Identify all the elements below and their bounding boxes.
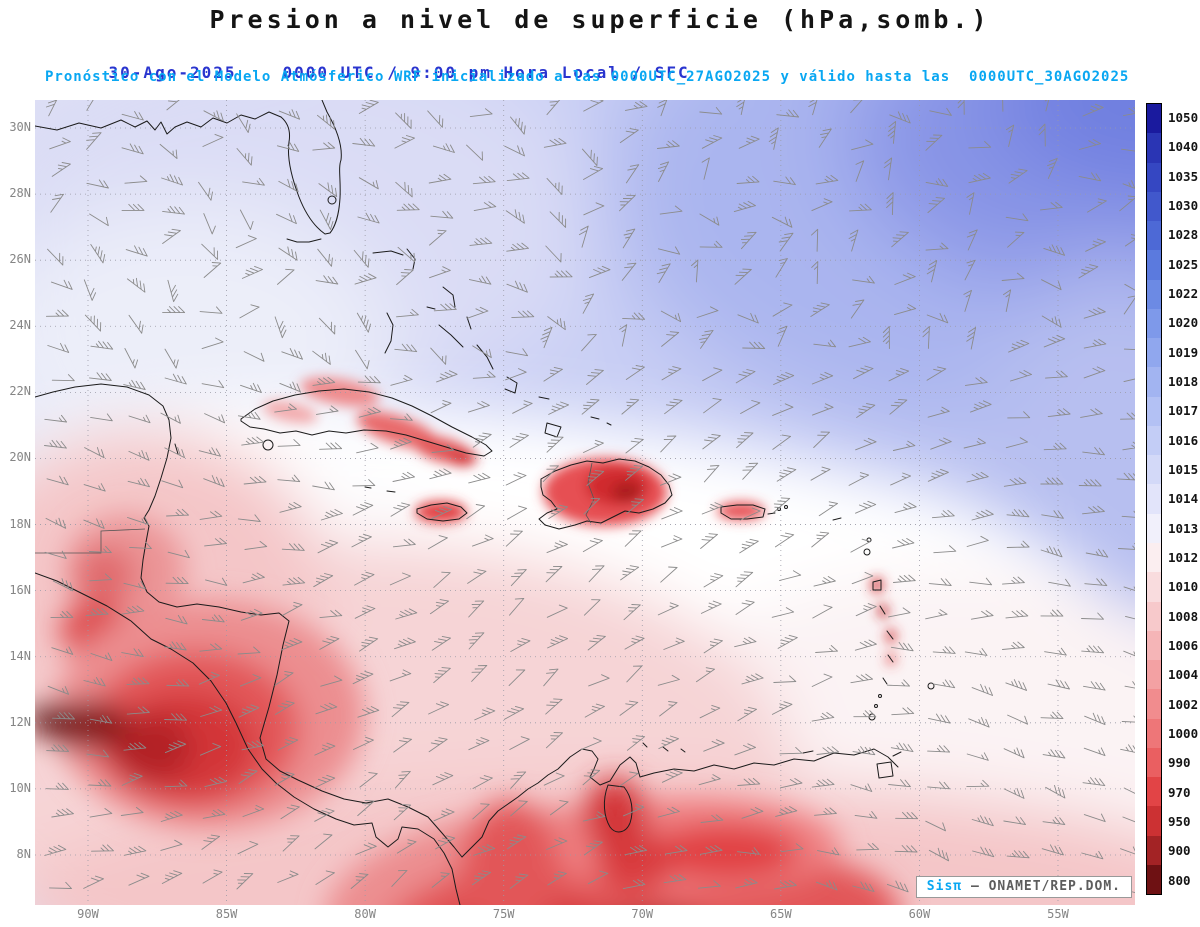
- lon-label: 90W: [77, 907, 99, 921]
- colorbar-cell-1019: [1147, 338, 1161, 368]
- lon-label: 65W: [770, 907, 792, 921]
- lat-label: 18N: [9, 516, 31, 531]
- colorbar-cell-900: [1147, 835, 1161, 865]
- colorbar-cell-950: [1147, 806, 1161, 836]
- colorbar-label: 1040: [1168, 139, 1199, 155]
- lat-label: 28N: [9, 186, 31, 201]
- forecast-description: Pronóstico con el Modelo Atmósferico WRF…: [45, 69, 1130, 85]
- colorbar-cell-800: [1147, 864, 1161, 895]
- valid-datetime-line: 30-Ago-2025 0000 UTC / 9:00 pm Hora Local…: [62, 44, 690, 101]
- colorbar-cell-1002: [1147, 689, 1161, 719]
- colorbar-label: 1025: [1168, 256, 1199, 272]
- lon-label: 80W: [354, 907, 376, 921]
- lon-label: 85W: [215, 907, 238, 921]
- colorbar-cell-1014: [1147, 484, 1161, 514]
- colorbar-label: 1006: [1168, 638, 1199, 654]
- colorbar-cell-990: [1147, 747, 1161, 778]
- pressure-field: [35, 100, 1135, 905]
- lon-label: 75W: [492, 907, 515, 921]
- colorbar-cell-1010: [1147, 572, 1161, 602]
- colorbar-label: 1028: [1168, 227, 1199, 243]
- colorbar-cell-1018: [1147, 367, 1161, 397]
- colorbar-swatches: [1146, 103, 1162, 895]
- colorbar-label: 970: [1168, 784, 1191, 800]
- pressure-map: [35, 100, 1135, 905]
- colorbar-label: 1012: [1168, 550, 1199, 566]
- graticule-grid: [35, 100, 1135, 905]
- colorbar-label: 1016: [1168, 432, 1199, 448]
- colorbar-label: 1004: [1168, 667, 1199, 683]
- colorbar-label: 1000: [1168, 726, 1199, 742]
- colorbar-cell-1004: [1147, 660, 1161, 690]
- lat-label: 14N: [9, 648, 31, 663]
- colorbar-label: 1002: [1168, 696, 1199, 712]
- lat-label: 16N: [9, 582, 31, 597]
- lat-label: 30N: [9, 120, 31, 134]
- lat-label: 24N: [9, 318, 31, 333]
- lon-label: 60W: [908, 907, 931, 921]
- colorbar-cell-1022: [1147, 279, 1161, 309]
- watermark-brand: Sisπ: [926, 879, 963, 894]
- colorbar-cell-1040: [1147, 133, 1161, 163]
- coastlines-layer: [35, 100, 935, 905]
- colorbar-label: 990: [1168, 755, 1191, 771]
- colorbar-cell-1050: [1147, 104, 1161, 134]
- colorbar-label: 1010: [1168, 579, 1199, 595]
- colorbar-label: 1008: [1168, 608, 1199, 624]
- colorbar-label: 800: [1168, 872, 1191, 888]
- page-title: Presion a nivel de superficie (hPa,somb.…: [209, 5, 991, 34]
- colorbar-label: 1035: [1168, 168, 1199, 184]
- colorbar-label: 1019: [1168, 344, 1199, 360]
- colorbar-cell-1020: [1147, 308, 1161, 339]
- colorbar-cell-1015: [1147, 455, 1161, 485]
- colorbar-label: 1015: [1168, 462, 1199, 478]
- colorbar-label: 1014: [1168, 491, 1199, 507]
- colorbar-cell-1013: [1147, 513, 1161, 543]
- lat-label: 26N: [9, 252, 31, 267]
- lon-label: 55W: [1047, 907, 1069, 921]
- colorbar-label: 1030: [1168, 198, 1199, 214]
- colorbar-label: 1022: [1168, 286, 1199, 302]
- colorbar-label: 1050: [1168, 110, 1199, 126]
- watermark: Sisπ — ONAMET/REP.DOM.: [915, 876, 1132, 898]
- colorbar-values: 1050 1040 1035 1030 1028 1025 1022 1020 1019 1018…: [1168, 103, 1198, 895]
- colorbar-cell-1000: [1147, 718, 1161, 748]
- colorbar-cell-1028: [1147, 221, 1161, 251]
- map-area: Sisπ — ONAMET/REP.DOM.: [35, 100, 1135, 905]
- colorbar-cell-1025: [1147, 250, 1161, 280]
- colorbar-label: 900: [1168, 843, 1191, 859]
- colorbar-cell-1035: [1147, 162, 1161, 192]
- valid-time: 0000 UTC / 9:00 pm Hora Local / SFC: [282, 63, 690, 82]
- pressure-colorbar: 1050 1040 1035 1030 1028 1025 1022 1020 1019 1018…: [1146, 103, 1198, 895]
- colorbar-label: 1017: [1168, 403, 1199, 419]
- colorbar-cell-1016: [1147, 425, 1161, 456]
- lat-label: 20N: [9, 450, 31, 465]
- colorbar-label: 950: [1168, 814, 1191, 830]
- colorbar-cell-970: [1147, 777, 1161, 807]
- colorbar-cell-1030: [1147, 191, 1161, 222]
- lon-label: 70W: [631, 907, 654, 921]
- valid-date: 30-Ago-2025: [108, 63, 237, 82]
- wind-barbs-layer: [44, 100, 1135, 895]
- colorbar-label: 1018: [1168, 374, 1199, 390]
- watermark-credit: — ONAMET/REP.DOM.: [970, 879, 1121, 894]
- lat-label: 10N: [9, 780, 31, 795]
- colorbar-cell-1012: [1147, 542, 1161, 573]
- colorbar-cell-1008: [1147, 601, 1161, 631]
- colorbar-cell-1006: [1147, 630, 1161, 661]
- lat-label: 12N: [9, 714, 31, 729]
- colorbar-cell-1017: [1147, 396, 1161, 426]
- colorbar-label: 1013: [1168, 520, 1199, 536]
- colorbar-label: 1020: [1168, 315, 1199, 331]
- lat-label: 22N: [9, 384, 31, 399]
- lat-label: 8N: [16, 846, 31, 861]
